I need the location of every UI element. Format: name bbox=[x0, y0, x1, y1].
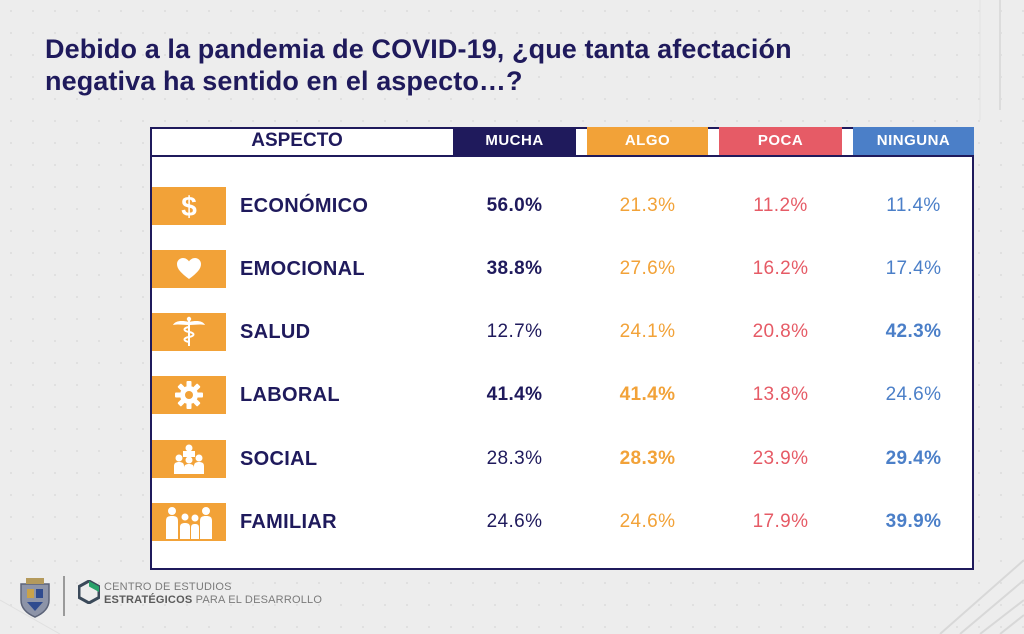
value-mucha: 41.4% bbox=[486, 384, 543, 405]
title-line-2: negativa ha sentido en el aspecto…? bbox=[45, 66, 523, 96]
table-row-salud: SALUD 12.7% 24.1% 20.8% 42.3% bbox=[152, 313, 972, 353]
row-label: EMOCIONAL bbox=[240, 258, 365, 280]
value-ninguna: 29.4% bbox=[885, 448, 942, 469]
row-label: LABORAL bbox=[240, 384, 340, 406]
value-ninguna: 39.9% bbox=[885, 511, 942, 532]
value-poca: 13.8% bbox=[752, 384, 809, 405]
org-name: CENTRO DE ESTUDIOS ESTRATÉGICOS PARA EL … bbox=[104, 581, 322, 607]
value-mucha: 12.7% bbox=[486, 321, 543, 342]
table-row-laboral: LABORAL 41.4% 41.4% 13.8% 24.6% bbox=[152, 376, 972, 416]
value-algo: 24.1% bbox=[619, 321, 676, 342]
value-ninguna: 24.6% bbox=[885, 384, 942, 405]
cee-hexagon-logo bbox=[78, 580, 100, 604]
org-name-bold: ESTRATÉGICOS bbox=[104, 594, 193, 606]
row-label: FAMILIAR bbox=[240, 511, 337, 533]
value-mucha: 24.6% bbox=[486, 511, 543, 532]
header-mucha: MUCHA bbox=[453, 127, 576, 155]
value-ninguna: 42.3% bbox=[885, 321, 942, 342]
header-poca: POCA bbox=[719, 127, 842, 155]
svg-text:$: $ bbox=[181, 191, 197, 221]
dollar-icon: $ bbox=[152, 187, 226, 225]
header-aspecto: ASPECTO bbox=[251, 130, 343, 151]
org-name-rest: PARA EL DESARROLLO bbox=[192, 594, 323, 606]
value-poca: 17.9% bbox=[752, 511, 809, 532]
table-row-economico: $ ECONÓMICO 56.0% 21.3% 11.2% 11.4% bbox=[152, 187, 972, 227]
footer-logos: CENTRO DE ESTUDIOS ESTRATÉGICOS PARA EL … bbox=[18, 572, 338, 622]
table-row-familiar: FAMILIAR 24.6% 24.6% 17.9% 39.9% bbox=[152, 503, 972, 543]
value-poca: 20.8% bbox=[752, 321, 809, 342]
family-icon bbox=[152, 503, 226, 541]
state-crest-logo bbox=[20, 578, 50, 618]
gear-icon bbox=[152, 376, 226, 414]
footer-divider bbox=[63, 576, 65, 616]
page-title: Debido a la pandemia de COVID-19, ¿que t… bbox=[45, 33, 1005, 97]
value-mucha: 28.3% bbox=[486, 448, 543, 469]
row-label: SALUD bbox=[240, 321, 311, 343]
value-mucha: 56.0% bbox=[486, 195, 543, 216]
header-divider bbox=[152, 155, 972, 157]
org-name-line-1: CENTRO DE ESTUDIOS bbox=[104, 581, 232, 593]
org-name-line-2: ESTRATÉGICOS PARA EL DESARROLLO bbox=[104, 594, 322, 607]
value-algo: 28.3% bbox=[619, 448, 676, 469]
value-poca: 23.9% bbox=[752, 448, 809, 469]
header-algo: ALGO bbox=[587, 127, 708, 155]
value-ninguna: 17.4% bbox=[885, 258, 942, 279]
caduceus-icon bbox=[152, 313, 226, 351]
value-algo: 24.6% bbox=[619, 511, 676, 532]
row-label: SOCIAL bbox=[240, 448, 318, 470]
row-label: ECONÓMICO bbox=[240, 195, 369, 217]
value-algo: 41.4% bbox=[619, 384, 676, 405]
value-algo: 27.6% bbox=[619, 258, 676, 279]
table-row-emocional: EMOCIONAL 38.8% 27.6% 16.2% 17.4% bbox=[152, 250, 972, 290]
heart-icon bbox=[152, 250, 226, 288]
header-ninguna: NINGUNA bbox=[853, 127, 974, 155]
table-row-social: SOCIAL 28.3% 28.3% 23.9% 29.4% bbox=[152, 440, 972, 480]
value-poca: 11.2% bbox=[753, 195, 808, 216]
value-poca: 16.2% bbox=[752, 258, 809, 279]
title-line-1: Debido a la pandemia de COVID-19, ¿que t… bbox=[45, 34, 792, 64]
results-table-panel bbox=[150, 127, 974, 570]
value-mucha: 38.8% bbox=[486, 258, 543, 279]
group-icon bbox=[152, 440, 226, 478]
value-algo: 21.3% bbox=[619, 195, 676, 216]
value-ninguna: 11.4% bbox=[886, 195, 941, 216]
